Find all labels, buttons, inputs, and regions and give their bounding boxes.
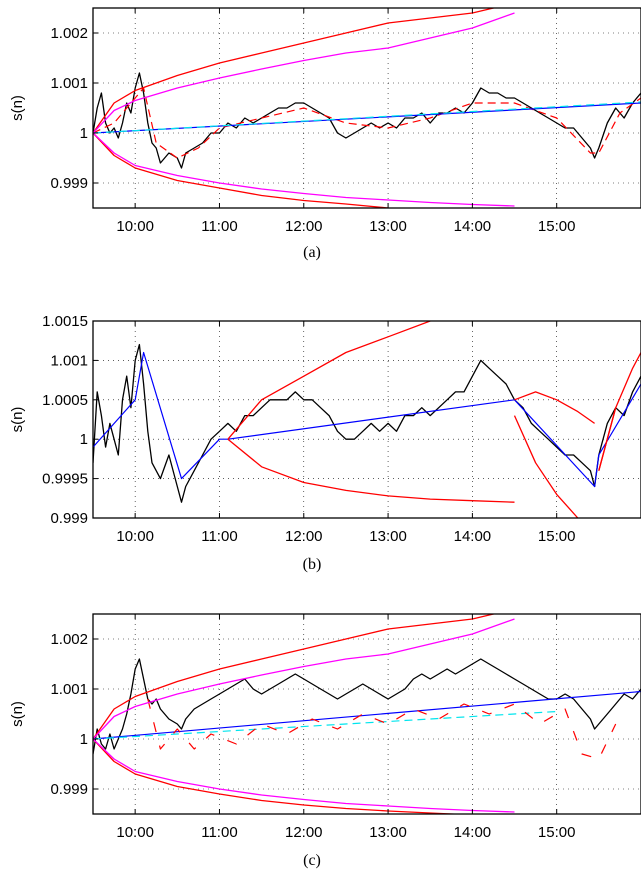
series-magenta-lower xyxy=(93,132,515,207)
x-tick-label: 11:00 xyxy=(201,528,237,545)
x-tick-label: 14:00 xyxy=(454,824,492,841)
y-tick-label: 1.002 xyxy=(50,631,88,648)
panel-caption: (b) xyxy=(303,556,322,573)
panel-2: 10:00 11:00 12:00 13:00 14:00 15:00 0.999 1 1.00… xyxy=(9,613,641,869)
x-tick-label: 11:00 xyxy=(201,824,237,841)
x-tick-label: 12:00 xyxy=(285,528,323,545)
y-axis-label: s(n) xyxy=(9,701,26,727)
axes-frame xyxy=(92,613,641,815)
x-tick-label: 10:00 xyxy=(116,218,154,235)
series-magenta-lower xyxy=(93,738,515,813)
axes-frame xyxy=(92,320,641,519)
series-red-upper-2 xyxy=(514,391,595,424)
series-black xyxy=(93,343,641,503)
x-tick-label: 14:00 xyxy=(454,528,492,545)
x-tick-label: 13:00 xyxy=(369,528,407,545)
series-group xyxy=(93,8,641,208)
x-tick-label: 11:00 xyxy=(201,218,237,235)
x-tick-label: 15:00 xyxy=(538,528,576,545)
series-magenta-upper xyxy=(93,12,515,134)
x-tick-label: 13:00 xyxy=(369,824,407,841)
series-red-dashed-segments xyxy=(147,698,617,760)
axes-frame xyxy=(92,7,641,209)
y-axis-label: s(n) xyxy=(9,407,26,433)
x-tick-label: 15:00 xyxy=(538,824,576,841)
series-black xyxy=(93,72,641,169)
plot-area xyxy=(93,614,641,814)
panel-caption: (c) xyxy=(303,852,321,869)
series-red-lower xyxy=(93,738,466,814)
series-blue xyxy=(93,351,641,488)
panel-caption: (a) xyxy=(303,244,321,261)
y-tick-label: 1.002 xyxy=(50,25,88,42)
y-tick-label: 1.001 xyxy=(50,681,88,698)
series-red-lower xyxy=(227,438,515,503)
y-tick-label: 0.9995 xyxy=(42,471,88,488)
y-tick-label: 1.001 xyxy=(50,75,88,92)
y-tick-label: 0.999 xyxy=(50,175,88,192)
y-tick-label: 1 xyxy=(80,431,88,448)
x-tick-label: 10:00 xyxy=(116,528,154,545)
series-blue xyxy=(93,690,641,740)
series-red-lower-3 xyxy=(598,407,617,471)
y-tick-label: 0.999 xyxy=(50,510,88,527)
series-cyan-dashed xyxy=(93,101,641,134)
x-tick-label: 12:00 xyxy=(285,824,323,841)
y-tick-label: 1 xyxy=(80,125,88,142)
series-group xyxy=(93,614,641,814)
series-black xyxy=(93,658,641,755)
y-axis-label: s(n) xyxy=(9,95,26,121)
y-tick-label: 1.0015 xyxy=(42,313,88,330)
panel-1: 10:00 11:00 12:00 13:00 14:00 15:00 0.999 0.999… xyxy=(9,313,641,573)
series-red-upper xyxy=(93,8,497,134)
series-group xyxy=(93,321,641,518)
panel-0: 10:00 11:00 12:00 13:00 14:00 15:00 0.999 1 1.00… xyxy=(9,7,641,261)
x-tick-label: 14:00 xyxy=(454,218,492,235)
x-tick-label: 12:00 xyxy=(285,218,323,235)
y-tick-label: 1.001 xyxy=(50,352,88,369)
x-tick-label: 13:00 xyxy=(369,218,407,235)
series-red-lower-2 xyxy=(513,415,579,518)
y-tick-label: 1.0005 xyxy=(42,392,88,409)
series-red-lower xyxy=(93,132,389,208)
series-red-upper xyxy=(227,321,431,440)
y-tick-label: 1 xyxy=(80,731,88,748)
series-red-upper xyxy=(93,614,497,740)
x-tick-label: 10:00 xyxy=(116,824,154,841)
x-tick-label: 15:00 xyxy=(538,218,576,235)
series-magenta-upper xyxy=(93,618,515,740)
y-tick-label: 0.999 xyxy=(50,781,88,798)
